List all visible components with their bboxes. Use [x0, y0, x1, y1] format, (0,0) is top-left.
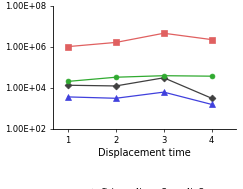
N+G [210, 75, 213, 77]
Ctrl [210, 97, 213, 99]
Ctrl [114, 85, 117, 87]
N [210, 39, 213, 41]
N+G [66, 80, 69, 83]
G [210, 103, 213, 106]
Line: Ctrl: Ctrl [65, 75, 214, 101]
X-axis label: Displacement time: Displacement time [98, 148, 191, 158]
N [162, 32, 165, 34]
G [66, 96, 69, 98]
Y-axis label: Viable count CFU/mL: Viable count CFU/mL [0, 23, 2, 111]
G [162, 91, 165, 93]
Legend: Ctrl, N, G, N+G: Ctrl, N, G, N+G [85, 188, 204, 189]
Line: N: N [65, 30, 215, 49]
Ctrl [162, 77, 165, 79]
Ctrl [66, 84, 69, 86]
Line: G: G [65, 89, 215, 107]
Line: N+G: N+G [65, 73, 214, 84]
N [66, 46, 69, 48]
G [114, 97, 117, 99]
N+G [114, 76, 117, 78]
N [114, 41, 117, 44]
N+G [162, 75, 165, 77]
